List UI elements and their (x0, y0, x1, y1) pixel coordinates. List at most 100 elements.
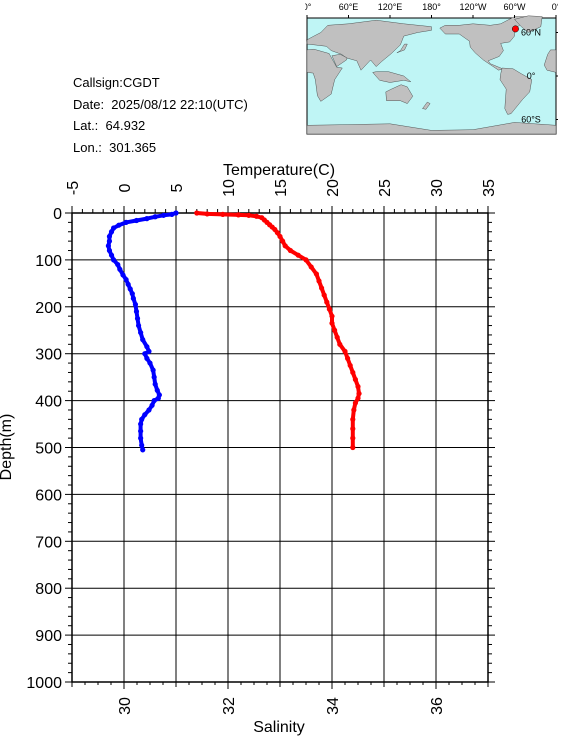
temperature-point (139, 416, 145, 422)
temperature-point (106, 238, 113, 244)
salinity-point (274, 230, 280, 236)
land-newzealand (422, 101, 431, 110)
depth-tick-label: 600 (35, 487, 62, 504)
land-europe-west (306, 39, 308, 45)
longitude-text: Lon.: 301.365 (73, 139, 157, 155)
temperature-tick-label: -5 (65, 181, 82, 195)
temperature-point (151, 398, 157, 404)
temperature-point (138, 329, 144, 336)
land-north-america (439, 16, 533, 71)
temperature-point (142, 351, 148, 357)
salinity-point (337, 341, 343, 347)
salinity-axis: 30 32 34 36 (71, 682, 489, 715)
temperature-point (146, 348, 152, 354)
temperature-point (146, 407, 152, 413)
temperature-point (142, 412, 148, 418)
salinity-point (345, 355, 351, 361)
temperature-point (115, 261, 121, 268)
map-lat-label: 0° (527, 71, 536, 81)
temperature-point (138, 428, 144, 434)
temperature-point (132, 301, 139, 308)
depth-tick-label: 0 (53, 206, 62, 223)
temperature-point (116, 222, 122, 228)
salinity-point (282, 243, 288, 249)
temperature-point (149, 402, 155, 408)
salinity-point (350, 426, 356, 432)
salinity-point (350, 369, 356, 376)
land-south-america (499, 67, 533, 115)
land-arabia (331, 54, 348, 67)
temperature-point (147, 360, 153, 366)
salinity-point (350, 444, 356, 451)
salinity-point (326, 306, 332, 312)
salinity-point (295, 252, 301, 258)
map-lon-label: 120°W (459, 2, 487, 12)
salinity-point (254, 213, 260, 219)
salinity-point (277, 233, 283, 240)
temperature-point (125, 281, 131, 287)
temperature-point (108, 252, 115, 258)
salinity-point (316, 278, 322, 284)
salinity-point (329, 320, 335, 326)
temperature-point (127, 286, 133, 292)
salinity-point (347, 362, 353, 369)
depth-tick-label: 500 (35, 441, 62, 458)
temperature-point (154, 387, 160, 393)
temperature-point (123, 219, 129, 225)
temperature-point (144, 216, 150, 222)
temperature-point (169, 211, 175, 218)
temperature-tick-label: 15 (273, 179, 290, 197)
salinity-point (355, 395, 361, 401)
salinity-point (194, 210, 200, 216)
salinity-point (303, 257, 309, 263)
land-australia (385, 84, 414, 104)
world-map: 0° 60°E 120°E 180° 120°W 60°W 0° 60°N 0° 60°S (303, 2, 561, 135)
temperature-point (123, 276, 129, 283)
depth-tick-label: 800 (35, 581, 62, 598)
salinity-tick-label: 30 (117, 697, 134, 715)
salinity-point (324, 299, 330, 305)
temperature-point (105, 243, 111, 249)
land-antarctica (306, 122, 557, 135)
temperature-point (152, 381, 158, 387)
temperature-point (108, 229, 115, 235)
salinity-point (355, 383, 361, 390)
depth-tick-label: 300 (35, 347, 62, 364)
temperature-point (120, 272, 126, 278)
temperature-point (133, 217, 140, 224)
temperature-tick-label: 20 (325, 179, 342, 197)
map-lon-label: 120°E (378, 2, 403, 12)
date-text: Date: 2025/08/12 22:10(UTC) (73, 96, 248, 112)
temperature-point (152, 214, 158, 220)
temperature-point (111, 257, 117, 263)
salinity-tick-label: 32 (221, 697, 238, 715)
depth-axis: 0 100 200 300 400 500 600 700 800 900 1000 (26, 206, 495, 692)
temperature-tick-label: 25 (377, 179, 394, 197)
salinity-point (235, 212, 241, 218)
station-info: Callsign:CGDT Date: 2025/08/12 22:10(UTC… (73, 72, 248, 158)
map-lon-label: 0° (552, 2, 558, 12)
salinity-axis-title: Salinity (253, 719, 305, 736)
temperature-point (138, 421, 144, 427)
temperature-point (117, 266, 123, 272)
temperature-point (135, 322, 142, 329)
salinity-point (313, 271, 319, 277)
depth-tick-label: 200 (35, 300, 62, 317)
depth-axis-title: Depth(m) (0, 414, 15, 481)
depth-tick-label: 100 (35, 253, 62, 270)
map-lat-label: 60°N (521, 28, 541, 38)
temperature-tick-label: 30 (429, 179, 446, 197)
temperature-axis: -5 0 5 10 15 20 25 30 35 (65, 179, 498, 213)
salinity-point (350, 416, 356, 422)
temperature-point (140, 337, 146, 343)
salinity-point (319, 285, 325, 291)
latitude-text: Lat.: 64.932 (73, 118, 146, 133)
salinity-point (356, 390, 362, 397)
salinity-point (204, 211, 210, 217)
salinity-tick-label: 36 (429, 697, 446, 715)
salinity-tick-label: 34 (325, 697, 342, 715)
temperature-point (144, 344, 150, 350)
map-lat-label: 60°S (521, 115, 541, 125)
land-eurasia (306, 19, 432, 71)
